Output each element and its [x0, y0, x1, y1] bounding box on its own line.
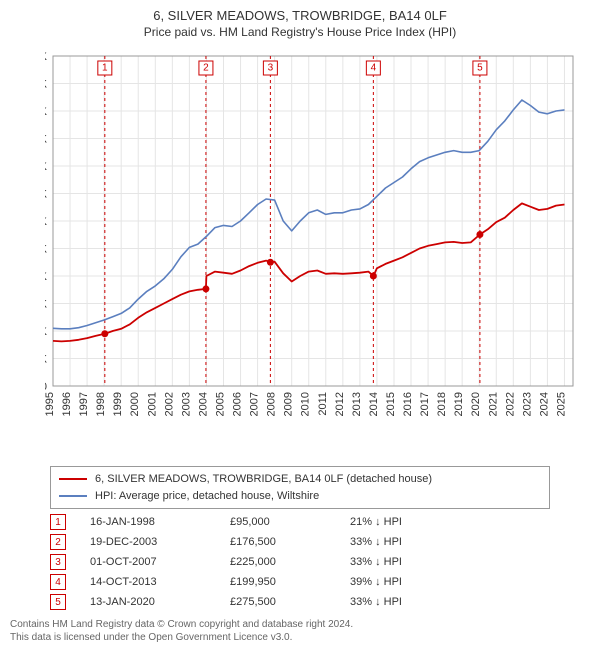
sale-marker-5: 5	[477, 63, 483, 74]
y-tick-label: £400K	[45, 161, 48, 173]
x-tick-label: 2021	[487, 392, 499, 416]
sale-number-box: 4	[50, 574, 66, 590]
sale-date: 14-OCT-2013	[90, 576, 230, 588]
legend-item: HPI: Average price, detached house, Wilt…	[59, 488, 541, 505]
y-tick-label: £200K	[45, 271, 48, 283]
x-tick-label: 2000	[129, 392, 141, 416]
y-tick-label: £500K	[45, 106, 48, 118]
sale-price: £199,950	[230, 576, 350, 588]
legend-swatch	[59, 478, 87, 480]
x-tick-label: 2016	[402, 392, 414, 416]
y-tick-label: £450K	[45, 134, 48, 146]
sale-number-box: 5	[50, 594, 66, 610]
x-tick-label: 1998	[95, 392, 107, 416]
x-tick-label: 2009	[283, 392, 295, 416]
x-tick-label: 1999	[112, 392, 124, 416]
x-tick-label: 2012	[334, 392, 346, 416]
x-tick-label: 2011	[317, 392, 329, 416]
sale-date: 13-JAN-2020	[90, 596, 230, 608]
x-tick-label: 2010	[300, 392, 312, 416]
sale-price: £225,000	[230, 556, 350, 568]
x-tick-label: 2025	[555, 392, 567, 416]
x-tick-label: 2015	[385, 392, 397, 416]
x-tick-label: 2018	[436, 392, 448, 416]
y-tick-label: £350K	[45, 189, 48, 201]
legend-item: 6, SILVER MEADOWS, TROWBRIDGE, BA14 0LF …	[59, 471, 541, 488]
x-tick-label: 2003	[180, 392, 192, 416]
sale-row: 4 14-OCT-2013£199,95039% ↓ HPI	[50, 572, 470, 592]
sale-marker-4: 4	[371, 63, 377, 74]
y-tick-label: £0	[45, 381, 47, 393]
x-tick-label: 2020	[470, 392, 482, 416]
sale-number-box: 1	[50, 514, 66, 530]
y-tick-label: £150K	[45, 299, 48, 311]
y-tick-label: £600K	[45, 51, 48, 63]
sale-diff: 33% ↓ HPI	[350, 596, 470, 608]
legend-swatch	[59, 495, 87, 497]
x-tick-label: 2002	[163, 392, 175, 416]
x-tick-label: 2024	[538, 392, 550, 416]
sale-price: £275,500	[230, 596, 350, 608]
x-tick-label: 2008	[266, 392, 278, 416]
sale-marker-2: 2	[203, 63, 209, 74]
footer-line1: Contains HM Land Registry data © Crown c…	[10, 618, 353, 631]
sale-row: 2 19-DEC-2003£176,50033% ↓ HPI	[50, 532, 470, 552]
x-tick-label: 2013	[351, 392, 363, 416]
footer: Contains HM Land Registry data © Crown c…	[10, 618, 353, 644]
x-tick-label: 2023	[521, 392, 533, 416]
x-tick-label: 2006	[232, 392, 244, 416]
x-tick-label: 2005	[214, 392, 226, 416]
legend-label: HPI: Average price, detached house, Wilt…	[95, 488, 319, 505]
x-tick-label: 2017	[419, 392, 431, 416]
sale-date: 19-DEC-2003	[90, 536, 230, 548]
y-tick-label: £300K	[45, 216, 48, 228]
y-tick-label: £100K	[45, 326, 48, 338]
sale-row: 3 01-OCT-2007£225,00033% ↓ HPI	[50, 552, 470, 572]
y-tick-label: £250K	[45, 244, 48, 256]
y-tick-label: £550K	[45, 79, 48, 91]
x-tick-label: 1996	[61, 392, 73, 416]
x-tick-label: 1995	[45, 392, 56, 416]
sale-marker-3: 3	[268, 63, 274, 74]
x-tick-label: 2022	[504, 392, 516, 416]
sales-table: 1 16-JAN-1998£95,00021% ↓ HPI 2 19-DEC-2003…	[50, 512, 470, 612]
sale-row: 5 13-JAN-2020£275,50033% ↓ HPI	[50, 592, 470, 612]
sale-price: £176,500	[230, 536, 350, 548]
sale-price: £95,000	[230, 516, 350, 528]
legend: 6, SILVER MEADOWS, TROWBRIDGE, BA14 0LF …	[50, 466, 550, 509]
title-subtitle: Price paid vs. HM Land Registry's House …	[0, 25, 600, 39]
x-tick-label: 2007	[249, 392, 261, 416]
title-address: 6, SILVER MEADOWS, TROWBRIDGE, BA14 0LF	[0, 8, 600, 23]
x-tick-label: 2004	[197, 392, 209, 416]
legend-label: 6, SILVER MEADOWS, TROWBRIDGE, BA14 0LF …	[95, 471, 432, 488]
sale-diff: 39% ↓ HPI	[350, 576, 470, 588]
price-chart: £0 £50K £100K £150K £200K £250K £300K £350K £400…	[45, 50, 581, 420]
x-tick-label: 2001	[146, 392, 158, 416]
sale-date: 01-OCT-2007	[90, 556, 230, 568]
footer-line2: This data is licensed under the Open Gov…	[10, 631, 353, 644]
sale-diff: 33% ↓ HPI	[350, 536, 470, 548]
x-tick-label: 2014	[368, 392, 380, 416]
sale-number-box: 3	[50, 554, 66, 570]
sale-diff: 21% ↓ HPI	[350, 516, 470, 528]
sale-diff: 33% ↓ HPI	[350, 556, 470, 568]
sale-row: 1 16-JAN-1998£95,00021% ↓ HPI	[50, 512, 470, 532]
x-tick-label: 2019	[453, 392, 465, 416]
sale-number-box: 2	[50, 534, 66, 550]
sale-date: 16-JAN-1998	[90, 516, 230, 528]
x-tick-label: 1997	[78, 392, 90, 416]
sale-marker-1: 1	[102, 63, 108, 74]
y-tick-label: £50K	[45, 354, 48, 366]
